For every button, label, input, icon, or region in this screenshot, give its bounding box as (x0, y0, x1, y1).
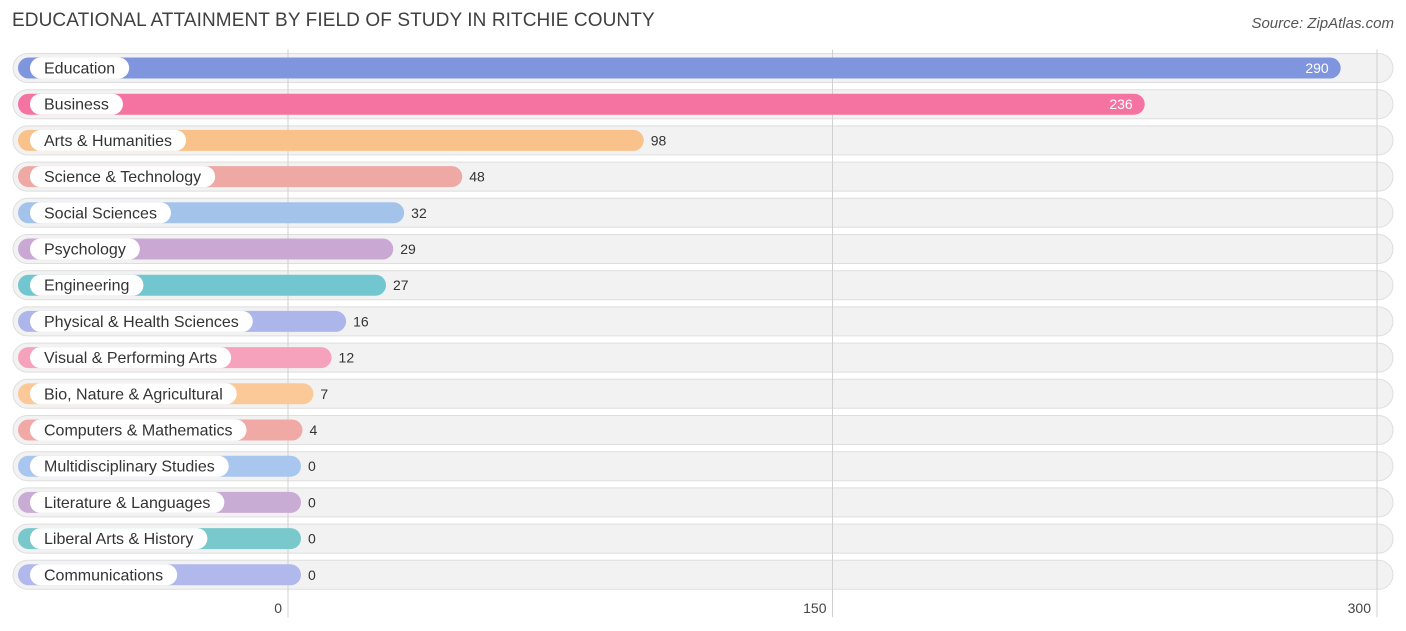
category-label-social-sciences: Social Sciences (44, 205, 157, 222)
category-label-arts-and-humanities: Arts & Humanities (44, 133, 172, 150)
row-background-multidisciplinary-studies (12, 451, 1394, 482)
category-pill-multidisciplinary-studies (30, 455, 229, 477)
category-pill-literature-and-languages (30, 491, 225, 513)
category-label-engineering: Engineering (44, 278, 129, 295)
bar-education (18, 57, 1341, 79)
category-pill-psychology (30, 238, 140, 260)
value-label-science-and-technology: 48 (469, 169, 485, 185)
category-label-multidisciplinary-studies: Multidisciplinary Studies (44, 459, 215, 476)
x-tick-label-150: 150 (803, 600, 827, 616)
value-label-physical-and-health-sciences: 16 (353, 313, 369, 329)
category-label-literature-and-languages: Literature & Languages (44, 495, 210, 512)
x-tick-label-0: 0 (274, 600, 282, 616)
category-pill-social-sciences (30, 202, 171, 224)
category-pill-science-and-technology (30, 166, 216, 188)
value-label-liberal-arts-and-history: 0 (308, 531, 316, 547)
category-label-computers-and-mathematics: Computers & Mathematics (44, 423, 233, 440)
bar-business (18, 93, 1145, 115)
value-label-psychology: 29 (400, 241, 416, 257)
row-background-physical-and-health-sciences (12, 306, 1394, 337)
value-label-bio-nature-and-agricultural: 7 (320, 386, 328, 402)
value-label-communications: 0 (308, 567, 316, 583)
value-label-education: 290 (1305, 60, 1329, 76)
category-label-communications: Communications (44, 567, 163, 584)
value-label-literature-and-languages: 0 (308, 494, 316, 510)
category-label-bio-nature-and-agricultural: Bio, Nature & Agricultural (44, 386, 223, 403)
category-pill-visual-and-performing-arts (30, 347, 232, 369)
category-pill-computers-and-mathematics (30, 419, 247, 441)
chart-title: EDUCATIONAL ATTAINMENT BY FIELD OF STUDY… (12, 10, 655, 31)
category-pill-bio-nature-and-agricultural (30, 383, 237, 405)
row-background-visual-and-performing-arts (12, 342, 1394, 373)
value-label-arts-and-humanities: 98 (651, 132, 667, 148)
x-tick-label-300: 300 (1348, 600, 1372, 616)
category-pill-education (30, 57, 130, 79)
category-label-physical-and-health-sciences: Physical & Health Sciences (44, 314, 239, 331)
value-label-business: 236 (1109, 96, 1133, 112)
category-pill-liberal-arts-and-history (30, 528, 208, 550)
row-background-literature-and-languages (12, 487, 1394, 518)
category-pill-engineering (30, 274, 144, 296)
row-background-computers-and-mathematics (12, 415, 1394, 445)
category-label-visual-and-performing-arts: Visual & Performing Arts (44, 350, 217, 367)
category-label-liberal-arts-and-history: Liberal Arts & History (44, 531, 193, 548)
value-label-visual-and-performing-arts: 12 (339, 350, 355, 366)
category-pill-business (30, 93, 123, 115)
category-label-education: Education (44, 61, 115, 78)
category-pill-physical-and-health-sciences (30, 310, 253, 332)
row-background-bio-nature-and-agricultural (12, 378, 1394, 409)
row-background-liberal-arts-and-history (12, 523, 1394, 554)
row-background-communications (12, 559, 1394, 590)
value-label-computers-and-mathematics: 4 (310, 422, 318, 438)
category-label-science-and-technology: Science & Technology (44, 169, 201, 186)
source-label: Source: ZipAtlas.com (1251, 15, 1394, 32)
category-pill-arts-and-humanities (30, 129, 187, 151)
category-label-psychology: Psychology (44, 242, 126, 259)
value-label-multidisciplinary-studies: 0 (308, 458, 316, 474)
value-label-social-sciences: 32 (411, 205, 427, 221)
category-label-business: Business (44, 97, 109, 114)
category-pill-communications (30, 564, 178, 586)
value-label-engineering: 27 (393, 277, 409, 293)
